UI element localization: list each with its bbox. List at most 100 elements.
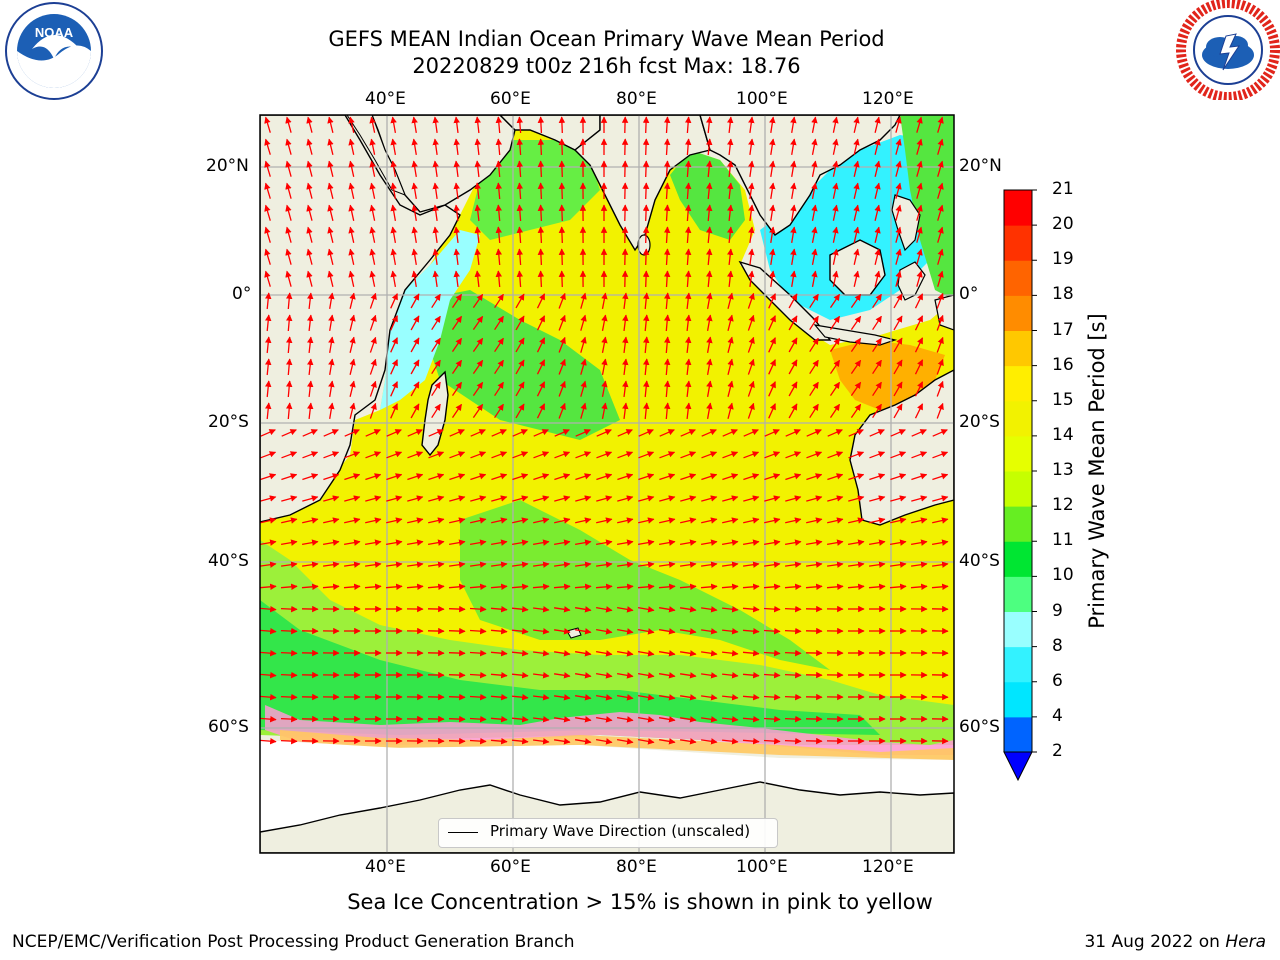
wave-direction-arrow	[853, 248, 860, 265]
lon-tick-bottom-100e: 100°E	[736, 857, 788, 877]
wave-direction-arrow	[490, 539, 508, 546]
wave-direction-arrow	[386, 429, 402, 437]
wave-direction-arrow	[658, 672, 676, 679]
wave-direction-arrow	[595, 716, 613, 723]
wave-direction-arrow	[390, 226, 397, 244]
wave-direction-arrow	[685, 358, 692, 375]
wave-direction-arrow	[580, 358, 587, 375]
sea-ice-fringe-yellow	[280, 730, 954, 760]
wave-direction-arrow	[763, 539, 781, 546]
wave-direction-arrow	[617, 495, 634, 502]
wave-direction-arrow	[328, 402, 335, 420]
wave-direction-arrow	[285, 270, 292, 287]
wave-direction-arrow	[747, 336, 755, 353]
wave-direction-arrow	[937, 248, 944, 265]
wave-direction-arrow	[869, 561, 886, 568]
wave-direction-arrow	[302, 561, 319, 568]
wave-direction-arrow	[890, 451, 907, 459]
wave-direction-arrow	[848, 429, 864, 437]
wave-direction-arrow	[516, 160, 524, 178]
wave-direction-arrow	[680, 517, 697, 524]
colorbar-segment	[1004, 716, 1032, 753]
wave-direction-arrow	[747, 314, 755, 331]
wave-direction-arrow	[533, 451, 550, 459]
wave-direction-arrow	[407, 473, 424, 481]
wave-direction-arrow	[306, 160, 313, 177]
wave-direction-arrow	[895, 138, 902, 155]
wave-direction-arrow	[706, 336, 713, 354]
wave-direction-arrow	[936, 380, 944, 397]
wave-direction-arrow	[663, 226, 671, 244]
wave-direction-arrow	[722, 738, 739, 745]
wave-direction-arrow	[516, 248, 524, 266]
wave-direction-arrow	[847, 583, 865, 591]
wave-direction-arrow	[742, 671, 760, 679]
wave-direction-arrow	[511, 649, 529, 657]
wave-direction-arrow	[431, 337, 441, 353]
wave-direction-arrow	[705, 248, 713, 266]
wave-direction-arrow	[790, 270, 797, 288]
wave-direction-arrow	[323, 429, 339, 437]
wave-direction-arrow	[285, 336, 293, 354]
wave-direction-arrow	[432, 204, 439, 221]
wave-direction-arrow	[895, 226, 902, 243]
wave-direction-arrow	[474, 160, 481, 178]
wave-direction-arrow	[344, 517, 361, 524]
run-date-credit: 31 Aug 2022 on Hera	[1084, 932, 1266, 952]
wave-direction-arrow	[705, 138, 713, 156]
wave-direction-arrow	[827, 517, 844, 524]
wave-direction-arrow	[806, 451, 823, 459]
wave-direction-arrow	[349, 358, 356, 375]
wave-direction-arrow	[474, 248, 481, 266]
wave-direction-arrow	[742, 605, 760, 613]
wave-direction-arrow	[449, 495, 466, 502]
wave-direction-arrow	[601, 292, 608, 310]
wave-direction-arrow	[536, 315, 546, 331]
wave-direction-arrow	[574, 650, 592, 657]
wave-direction-arrow	[574, 606, 592, 613]
wave-direction-arrow	[596, 561, 613, 568]
wave-direction-arrow	[511, 627, 529, 635]
wave-direction-arrow	[684, 270, 692, 288]
wave-direction-arrow	[322, 583, 340, 591]
wave-direction-arrow	[428, 561, 445, 568]
wave-direction-arrow	[916, 182, 923, 199]
wave-direction-arrow	[536, 403, 546, 419]
wave-direction-arrow	[574, 539, 592, 546]
wave-direction-arrow	[895, 248, 902, 265]
wave-direction-arrow	[328, 336, 335, 354]
wave-direction-arrow	[558, 226, 566, 244]
wave-direction-arrow	[616, 650, 634, 657]
wave-direction-arrow	[701, 650, 718, 657]
wave-direction-arrow	[785, 495, 802, 502]
wave-direction-arrow	[616, 672, 634, 679]
wave-direction-arrow	[515, 359, 525, 375]
antarctica-land	[260, 781, 954, 853]
wave-direction-arrow	[365, 473, 382, 481]
wave-direction-arrow	[490, 649, 508, 657]
wave-direction-arrow	[516, 182, 524, 200]
wave-direction-arrow	[285, 292, 293, 310]
wave-direction-arrow	[785, 451, 802, 459]
wave-direction-arrow	[264, 292, 272, 310]
wave-direction-arrow	[470, 451, 487, 459]
wave-direction-arrow	[705, 226, 713, 244]
wave-direction-arrow	[470, 429, 486, 437]
wave-direction-arrow	[474, 204, 481, 222]
wave-direction-arrow	[748, 270, 755, 287]
colorbar-title: Primary Wave Mean Period [s]	[1085, 313, 1109, 629]
wave-direction-arrow	[874, 116, 881, 133]
wave-direction-arrow	[616, 716, 634, 723]
wave-direction-arrow	[302, 517, 319, 524]
lat-tick-right-20s: 20°S	[959, 412, 1000, 432]
wave-direction-arrow	[490, 671, 508, 679]
wave-direction-arrow	[280, 583, 298, 591]
lat-tick-left-60s: 60°S	[208, 717, 249, 737]
wave-direction-arrow	[349, 314, 356, 331]
wave-direction-arrow	[365, 451, 382, 459]
wave-direction-arrow	[806, 429, 822, 437]
wave-direction-arrow	[601, 380, 608, 398]
wave-direction-arrow	[302, 429, 318, 437]
wave-direction-arrow	[512, 473, 529, 481]
wave-direction-arrow	[536, 359, 546, 375]
